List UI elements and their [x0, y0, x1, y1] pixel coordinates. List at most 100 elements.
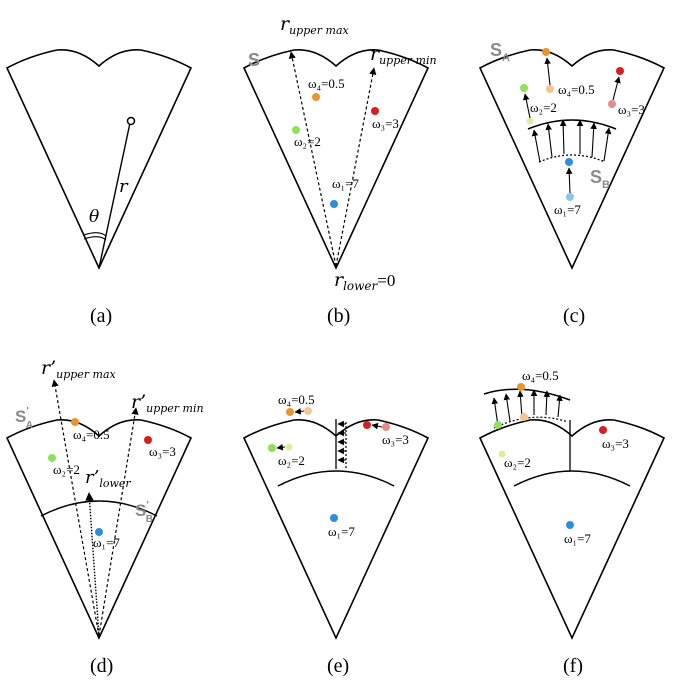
panel-a: θ r [6, 48, 192, 269]
r-upper-max-line [51, 379, 100, 637]
omega1-label: ω₁=7 [564, 531, 591, 546]
region-sa-sub: A [502, 52, 510, 64]
omega1-point [565, 158, 573, 166]
omega2-label: ω₂=2 [53, 462, 80, 477]
omega1-label: ω₁=7 [328, 524, 355, 539]
r-upper-max-label: r’ [41, 357, 56, 379]
point-marker [126, 116, 136, 126]
omega3-label: ω₃=3 [618, 102, 645, 117]
omega4-point [312, 93, 320, 101]
omega4-moved [520, 413, 528, 421]
omega4-point [286, 408, 294, 416]
theta-arc [83, 232, 107, 237]
region-s: S [248, 50, 260, 70]
omega2-moved [526, 117, 534, 125]
top-arc-solid [483, 388, 571, 401]
r-lower-sub: lower [99, 477, 131, 490]
region-sb-sub: B [146, 514, 153, 525]
omega4-label: ω₄=0.5 [558, 82, 595, 97]
panel-f: ω₄=0.5 ω₂=2 ω₃=3 ω₁=7 [479, 368, 665, 639]
r-upper-min-sub: upper min [146, 402, 203, 415]
omega2-point [292, 126, 300, 134]
region-sb: S [135, 501, 146, 520]
omega2-moved [285, 443, 293, 451]
omega3-point [363, 421, 371, 429]
boundary-arc [513, 470, 631, 487]
omega3-moved [382, 423, 390, 431]
omega2-point [494, 421, 502, 429]
region-sb: S [590, 167, 602, 187]
svg-text:rlower=0: rlower=0 [334, 269, 395, 293]
svg-text:rupper max: rupper max [280, 13, 350, 37]
omega1-point [95, 528, 103, 536]
omega1-moved [566, 193, 574, 201]
panel-label-f: (f) [563, 655, 583, 677]
radius-line [98, 122, 131, 269]
omega2-label: ω₂=2 [294, 134, 321, 149]
omega2-moved [498, 450, 506, 458]
omega3-label: ω₃=3 [149, 444, 176, 459]
svg-text:r’lower: r’lower [85, 467, 131, 490]
omega4-point [71, 418, 79, 426]
region-sa-sup: ' [26, 406, 28, 417]
region-sb-sup: ' [146, 500, 148, 511]
omega3-moved [608, 100, 616, 108]
omega3-point [616, 67, 624, 75]
omega4-label: ω₄=0.5 [278, 392, 315, 407]
svg-text:S'A: S' A [15, 406, 33, 431]
boundary-arc [40, 500, 158, 517]
omega2-point [268, 444, 276, 452]
omega4-point [542, 48, 550, 56]
svg-text:SA: SA [490, 40, 510, 64]
r-lower-val: =0 [377, 271, 395, 290]
omega3-label: ω₃=3 [372, 116, 399, 131]
omega4-moved [546, 85, 554, 93]
expansion-arrows [491, 389, 563, 427]
panel-b: S rupper max rupper min rlower=0 ω₄=0.5 … [243, 13, 437, 293]
shift-arrows [337, 420, 346, 464]
omega4-point [517, 383, 525, 391]
region-sb-sub: B [602, 179, 610, 191]
r-upper-min-line [335, 67, 377, 267]
omega1-point [566, 521, 574, 529]
top-arc-dotted [493, 416, 569, 429]
region-sa: S [490, 40, 502, 60]
region-sa-sub: A [26, 420, 33, 431]
svg-text:S'B: S' B [135, 500, 153, 525]
omega2-point [520, 84, 528, 92]
svg-text:rupper min: rupper min [370, 43, 437, 67]
omega3-point [599, 426, 607, 434]
omega3-label: ω₃=3 [602, 436, 629, 451]
omega2-label: ω₂=2 [278, 453, 305, 468]
omega2-label: ω₂=2 [504, 455, 531, 470]
omega3-point [371, 107, 379, 115]
panel-label-b: (b) [327, 305, 350, 327]
panel-label-e: (e) [327, 655, 349, 677]
svg-text:r’upper min: r’upper min [131, 391, 204, 415]
svg-text:r’upper max: r’upper max [41, 357, 117, 381]
r-upper-max-line [288, 51, 337, 267]
boundary-arc-dotted [538, 154, 606, 163]
r-lower-label: r’ [85, 467, 99, 488]
panel-label-c: (c) [563, 305, 585, 327]
r-lower-label: r [334, 269, 345, 291]
r-upper-max-sub: upper max [289, 24, 349, 37]
omega4-label: ω₄=0.5 [308, 76, 345, 91]
omega2-label: ω₂=2 [530, 100, 557, 115]
omega1-label: ω₁=7 [332, 176, 359, 191]
omega4-label: ω₄=0.5 [522, 368, 559, 383]
omega3-point [144, 436, 152, 444]
omega2-point [48, 454, 56, 462]
r-lower-sub: lower [343, 279, 378, 293]
panel-d: r’upper max r’upper min r’lower S' A S' B … [6, 357, 204, 639]
omega3-label: ω₃=3 [382, 432, 409, 447]
panel-c: SA SB ω₄=0.5 ω₂=2 ω₃=3 ω₁=7 [479, 40, 665, 269]
panel-label-d: (d) [90, 655, 113, 677]
panel-label-a: (a) [90, 305, 112, 327]
omega1-point [330, 514, 338, 522]
expansion-arrows [531, 119, 612, 163]
boundary-arc [277, 470, 395, 487]
r-upper-min-label: r [370, 43, 381, 65]
region-sa: S [15, 407, 26, 426]
